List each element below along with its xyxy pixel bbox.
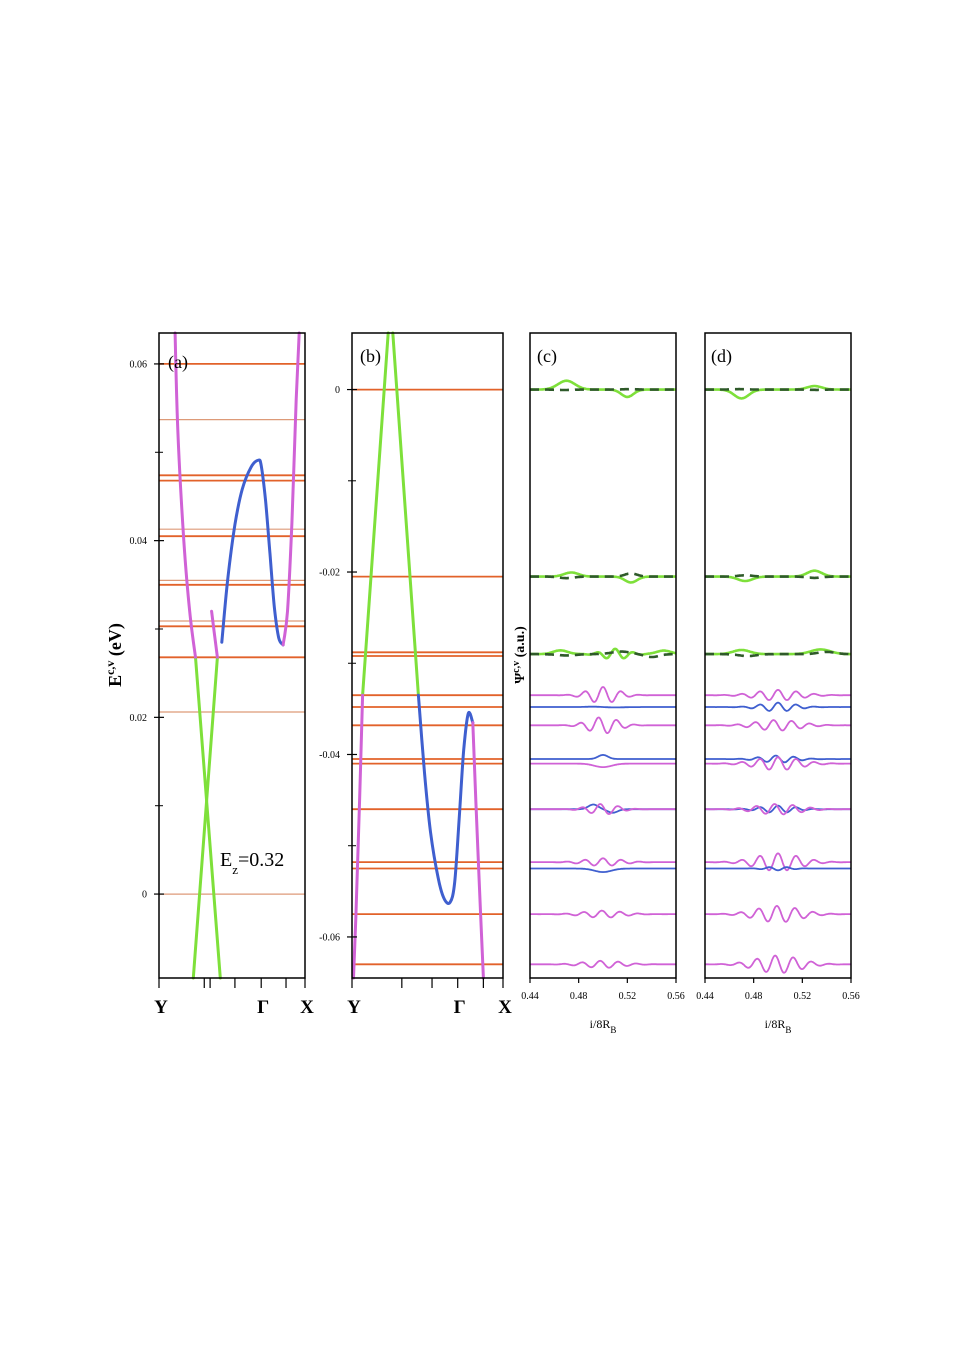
wavefunction-magenta-6 — [530, 686, 676, 703]
y-tick-label-1: 0.02 — [130, 713, 148, 724]
panel-b: 0 -0.02 -0.04 -0.06 Y Γ X (b) — [319, 331, 512, 1018]
wavefunction-magenta-16 — [705, 954, 851, 974]
panel-a: 0 0.02 0.04 0.06 Y Γ X (a) Ez=0.32 Ec,v (eV) — [103, 331, 315, 1018]
band-curve-green-0 — [361, 331, 390, 697]
wavefunction-blue-7 — [530, 705, 676, 709]
y-tick-label-0: 0 — [335, 385, 340, 396]
band-curve-magenta-2 — [352, 693, 365, 980]
wavefunction-green-4 — [705, 648, 851, 656]
band-curve-blue-3 — [416, 693, 475, 905]
wavefunction-magenta-8 — [705, 719, 851, 732]
panel-c-x-axis-label: i/8RB — [590, 1017, 617, 1035]
wavefunction-dark_green-1 — [530, 387, 676, 392]
panel-d: 0.44 0.48 0.52 0.56 (d) i/8RB — [696, 332, 860, 1035]
wavefunction-magenta-13 — [530, 857, 676, 867]
panel-a-frame — [158, 332, 306, 979]
panel-a-label: (a) — [168, 352, 188, 373]
k-point-label-6: X — [300, 997, 314, 1018]
wavefunction-magenta-15 — [530, 909, 676, 919]
x-tick-label-0: 0.44 — [696, 991, 714, 1002]
panel-a-y-axis-label: Ec,v (eV) — [103, 623, 126, 687]
wavefunction-magenta-15 — [705, 904, 851, 923]
wavefunction-dark_green-5 — [705, 650, 851, 658]
x-tick-label-0: 0.44 — [521, 991, 539, 1002]
x-tick-label-2: 0.52 — [619, 991, 637, 1002]
panel-a-series — [173, 331, 301, 980]
band-curve-magenta-4 — [471, 721, 485, 980]
x-tick-label-2: 0.52 — [794, 991, 812, 1002]
wavefunction-magenta-12 — [530, 803, 676, 816]
panel-c-traces — [530, 379, 677, 969]
panel-d-x-axis-label: i/8RB — [765, 1017, 792, 1035]
y-tick-label-0: 0 — [142, 890, 147, 901]
y-tick-label-1: -0.02 — [319, 568, 340, 579]
k-point-label-0: Y — [154, 997, 168, 1018]
x-tick-label-3: 0.56 — [667, 991, 685, 1002]
x-tick-label-1: 0.48 — [745, 991, 763, 1002]
wavefunction-magenta-6 — [705, 688, 851, 701]
wavefunction-green-4 — [530, 647, 677, 660]
band-curve-green-1 — [391, 331, 420, 697]
panel-d-label: (d) — [711, 346, 732, 367]
panel-b-frame — [351, 332, 504, 979]
panel-c-label: (c) — [537, 346, 557, 367]
x-tick-label-3: 0.56 — [842, 991, 860, 1002]
wavefunction-magenta-10 — [530, 762, 676, 768]
panel-a-field-annotation: Ez=0.32 — [220, 849, 284, 877]
k-point-label-4: Γ — [257, 997, 269, 1018]
y-tick-label-3: -0.06 — [319, 932, 340, 943]
band-curve-blue-4 — [220, 458, 285, 647]
wavefunction-green-2 — [705, 569, 851, 583]
wavefunction-blue-14 — [705, 866, 851, 872]
panel-d-ticks: 0.44 0.48 0.52 0.56 — [696, 978, 860, 1002]
wavefunction-dark_green-1 — [705, 387, 851, 392]
y-tick-label-3: 0.06 — [130, 359, 148, 370]
wavefunction-blue-7 — [705, 701, 851, 712]
panel-c-ticks: 0.44 0.48 0.52 0.56 — [521, 978, 685, 1002]
k-point-label-5: X — [498, 997, 512, 1018]
panel-a-ticks: 0 0.02 0.04 0.06 Y Γ X — [130, 359, 315, 1018]
wavefunction-dark_green-3 — [530, 572, 676, 580]
k-point-label-3: Γ — [454, 997, 466, 1018]
panel-b-series — [352, 331, 485, 980]
y-tick-label-2: 0.04 — [130, 536, 148, 547]
panel-b-ticks: 0 -0.02 -0.04 -0.06 Y Γ X — [319, 385, 512, 1018]
wavefunction-magenta-13 — [705, 852, 851, 872]
wavefunction-magenta-16 — [530, 959, 676, 969]
x-tick-label-1: 0.48 — [570, 991, 588, 1002]
band-curve-green-1 — [191, 655, 219, 980]
band-curve-magenta-2 — [173, 331, 197, 659]
panel-c: 0.44 0.48 0.52 0.56 (c) Ψc,v (a.u.) i/8RB — [511, 332, 685, 1035]
wavefunction-magenta-10 — [705, 756, 851, 771]
wavefunction-blue-9 — [530, 753, 676, 760]
wavefunction-magenta-8 — [530, 716, 676, 734]
wavefunction-blue-14 — [530, 867, 676, 874]
band-curve-magenta-5 — [281, 331, 301, 647]
panel-d-frame — [704, 332, 852, 979]
panel-b-label: (b) — [360, 346, 381, 367]
y-tick-label-2: -0.04 — [319, 750, 340, 761]
panel-d-traces — [705, 384, 851, 974]
panel-c-frame — [529, 332, 677, 979]
band-curve-magenta-3 — [210, 609, 219, 659]
wavefunction-dark_green-3 — [705, 574, 851, 580]
panel-c-y-axis-label: Ψc,v (a.u.) — [511, 626, 529, 684]
band-curve-green-0 — [194, 655, 222, 980]
k-point-label-0: Y — [347, 997, 361, 1018]
wavefunction-magenta-12 — [705, 803, 851, 816]
wavefunction-dark_green-5 — [530, 650, 676, 659]
